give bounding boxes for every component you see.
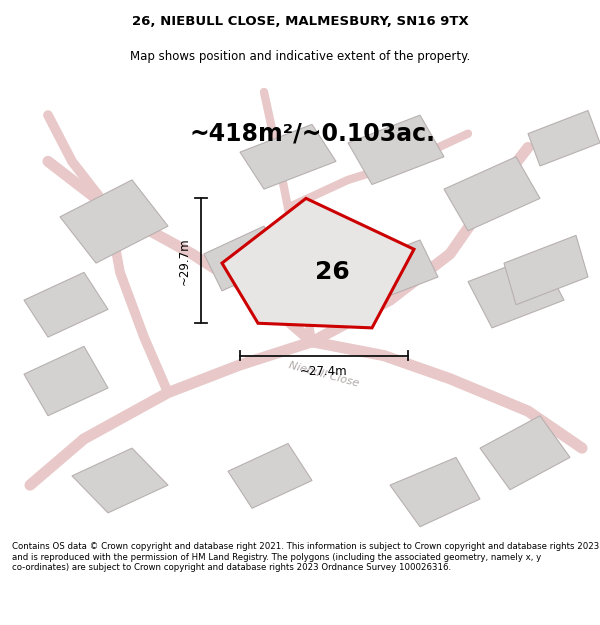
Polygon shape <box>360 240 438 300</box>
Polygon shape <box>468 254 564 328</box>
Polygon shape <box>348 115 444 184</box>
Polygon shape <box>240 124 336 189</box>
Text: Map shows position and indicative extent of the property.: Map shows position and indicative extent… <box>130 50 470 62</box>
Polygon shape <box>228 444 312 508</box>
Text: Niebull Close: Niebull Close <box>287 360 361 388</box>
Polygon shape <box>222 198 414 328</box>
Text: ~418m²/~0.103ac.: ~418m²/~0.103ac. <box>189 122 435 146</box>
Text: ~29.7m: ~29.7m <box>178 237 191 284</box>
Polygon shape <box>24 346 108 416</box>
Polygon shape <box>72 448 168 513</box>
Polygon shape <box>528 111 600 166</box>
Polygon shape <box>480 416 570 490</box>
Polygon shape <box>24 272 108 337</box>
Text: ~27.4m: ~27.4m <box>300 365 348 378</box>
Text: 26: 26 <box>315 261 350 284</box>
Polygon shape <box>444 157 540 231</box>
Text: Contains OS data © Crown copyright and database right 2021. This information is : Contains OS data © Crown copyright and d… <box>12 542 599 572</box>
Polygon shape <box>390 458 480 527</box>
Polygon shape <box>204 226 282 291</box>
Polygon shape <box>504 236 588 305</box>
Text: 26, NIEBULL CLOSE, MALMESBURY, SN16 9TX: 26, NIEBULL CLOSE, MALMESBURY, SN16 9TX <box>131 16 469 28</box>
Polygon shape <box>60 180 168 263</box>
